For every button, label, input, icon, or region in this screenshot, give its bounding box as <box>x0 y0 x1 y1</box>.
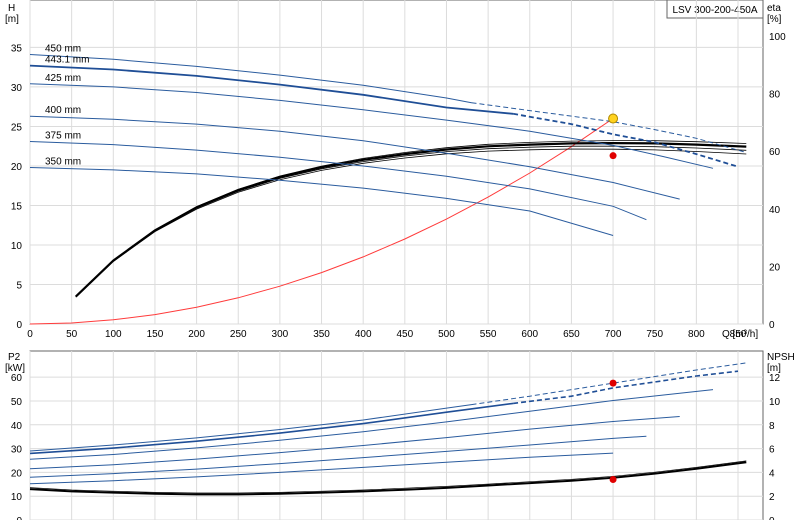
head-curve-label: 450 mm <box>45 44 81 55</box>
head-curve-label: 400 mm <box>45 105 81 116</box>
head-tick-label: 30 <box>11 83 23 94</box>
power-tick-label: 0 <box>16 516 22 520</box>
head-tick-label: 35 <box>11 43 23 54</box>
npsh-curve <box>29 461 747 496</box>
power-curve <box>29 402 514 455</box>
power-grid <box>29 351 763 520</box>
power-curve <box>29 404 472 452</box>
npsh-tick-label: 4 <box>769 468 775 479</box>
head-ticks: 0 50 100 150 200 250 300 350 400 450 500 550 600 650 7… <box>11 32 786 340</box>
power-curve-extension <box>513 370 739 405</box>
head-curve <box>29 141 647 221</box>
power-curve <box>29 389 714 460</box>
x-tick-label: 300 <box>272 329 289 340</box>
head-curve-label: 425 mm <box>45 73 81 84</box>
head-curve <box>29 167 614 236</box>
head-tick-label: 10 <box>11 241 23 252</box>
x-tick-label: 750 <box>646 329 663 340</box>
power-tick-label: 60 <box>11 373 23 384</box>
npsh-tick-label: 6 <box>769 445 775 456</box>
x-tick-label: 350 <box>313 329 330 340</box>
head-curve <box>29 64 514 115</box>
x-tick-label: 800 <box>688 329 705 340</box>
eta-tick-label: 20 <box>769 262 781 273</box>
npsh-tick-label: 10 <box>769 397 781 408</box>
x-tick-label: 250 <box>230 329 247 340</box>
npsh-curve-band <box>29 460 747 494</box>
power-tick-label: 50 <box>11 397 23 408</box>
x-tick-label: 100 <box>105 329 122 340</box>
operating-points <box>608 113 619 484</box>
eta-tick-label: 100 <box>769 32 786 43</box>
npsh-tick-label: 12 <box>769 373 781 384</box>
x-tick-label: 600 <box>521 329 538 340</box>
power-axis-label: P2 <box>8 352 21 363</box>
head-curve <box>29 83 714 169</box>
npsh-point-marker <box>609 476 617 484</box>
power-curve <box>29 452 614 485</box>
npsh-axis-unit: [m] <box>767 363 781 374</box>
x-tick-label: 550 <box>480 329 497 340</box>
head-curve-extension <box>512 112 739 168</box>
flow-axis-label: Q [m³/h] <box>722 329 758 340</box>
x-tick-label: 650 <box>563 329 580 340</box>
x-tick-label: 500 <box>438 329 455 340</box>
head-curve-label: 443.1 mm <box>45 55 89 66</box>
x-tick-label: 0 <box>27 329 33 340</box>
efficiency-curve <box>75 145 747 298</box>
duty-point-marker <box>608 113 619 124</box>
x-tick-label: 50 <box>66 329 78 340</box>
x-tick-label: 450 <box>396 329 413 340</box>
x-tick-label: 850 <box>730 329 747 340</box>
eta-axis-label: eta <box>767 3 781 14</box>
head-curve-extension <box>471 102 747 153</box>
head-axis-label: H <box>8 3 15 14</box>
power-curve-extension <box>471 362 747 406</box>
efficiency-point-marker <box>609 152 617 160</box>
eta-tick-label: 0 <box>769 320 775 331</box>
eta-tick-label: 60 <box>769 147 781 158</box>
npsh-tick-label: 8 <box>769 421 775 432</box>
head-curve <box>29 115 680 200</box>
head-axis-unit: [m] <box>5 14 19 25</box>
eta-tick-label: 40 <box>769 205 781 216</box>
eta-tick-label: 80 <box>769 90 781 101</box>
head-tick-label: 5 <box>16 280 22 291</box>
head-tick-label: 25 <box>11 122 23 133</box>
power-curves <box>29 362 747 496</box>
head-tick-label: 20 <box>11 162 23 173</box>
head-curve-label: 375 mm <box>45 130 81 141</box>
power-axis-unit: [kW] <box>5 363 25 374</box>
power-tick-label: 40 <box>11 421 23 432</box>
head-grid <box>29 0 763 325</box>
power-tick-label: 30 <box>11 445 23 456</box>
npsh-tick-label: 0 <box>769 516 775 520</box>
system-curve <box>29 118 614 325</box>
efficiency-curve <box>75 148 747 298</box>
x-tick-label: 700 <box>605 329 622 340</box>
efficiency-curve <box>75 141 747 298</box>
x-tick-label: 150 <box>147 329 164 340</box>
head-panel-frame <box>29 0 764 325</box>
power-curve <box>29 416 680 470</box>
head-curve-label: 350 mm <box>45 157 81 168</box>
eta-axis-unit: [%] <box>767 14 782 25</box>
npsh-tick-label: 2 <box>769 492 775 503</box>
x-tick-label: 200 <box>188 329 205 340</box>
chart-title: LSV 300-200-450A <box>672 5 757 16</box>
power-curve <box>29 435 647 478</box>
x-tick-label: 400 <box>355 329 372 340</box>
npsh-axis-label: NPSH <box>767 352 795 363</box>
power-panel-frame <box>29 350 764 520</box>
power-tick-label: 20 <box>11 468 23 479</box>
head-curve <box>29 54 472 104</box>
power-point-marker <box>609 379 617 387</box>
efficiency-curve <box>75 140 747 297</box>
head-tick-label: 15 <box>11 201 23 212</box>
power-ticks: 0 10 20 30 40 50 60 0 2 4 6 8 10 12 <box>11 373 781 520</box>
power-tick-label: 10 <box>11 492 23 503</box>
head-tick-label: 0 <box>16 320 22 331</box>
